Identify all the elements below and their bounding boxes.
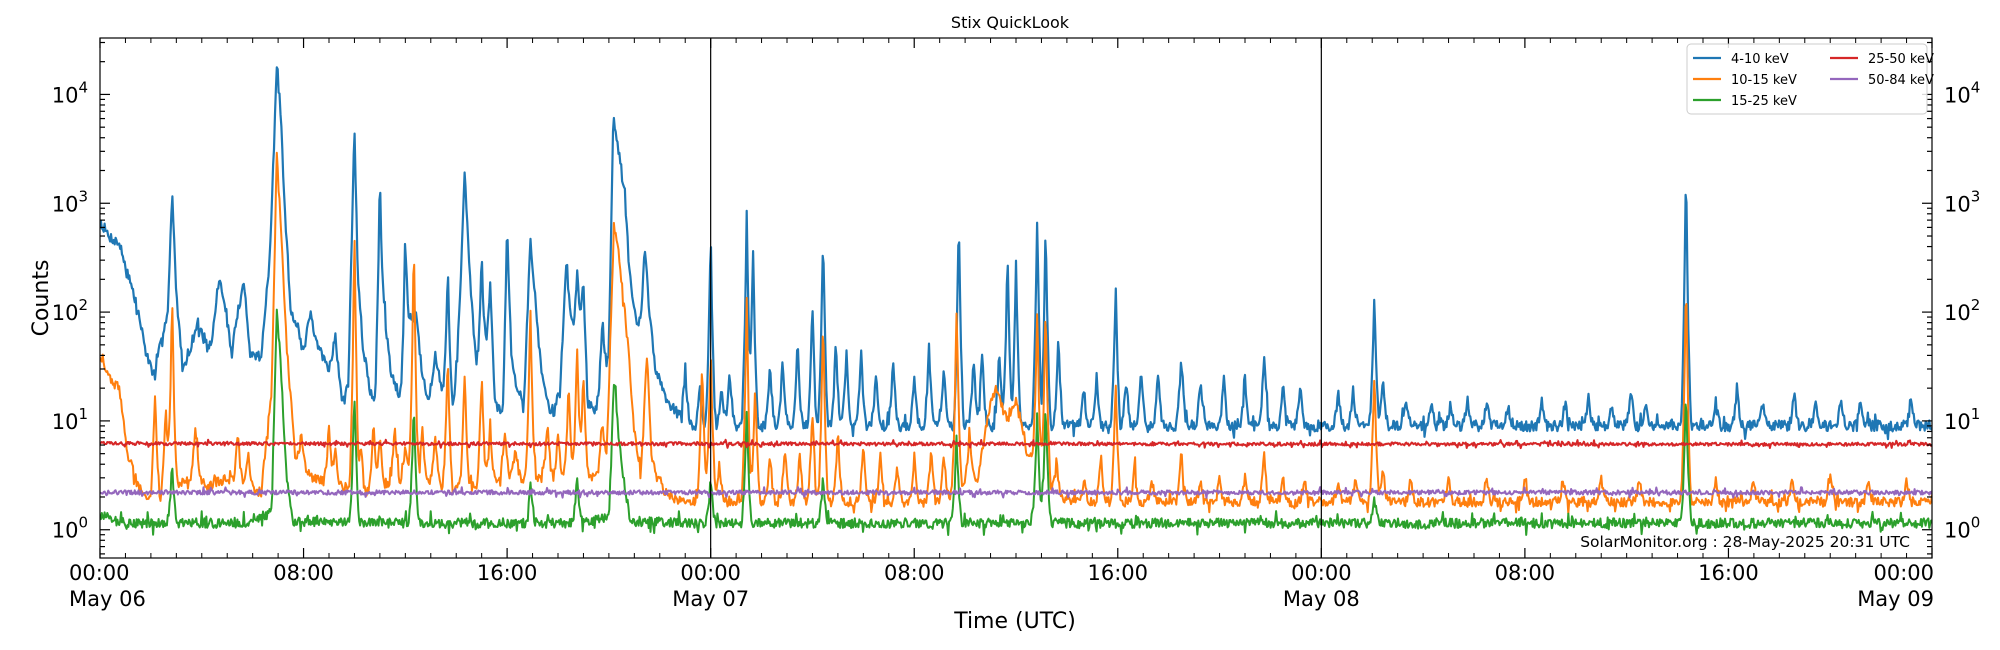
legend-entry-label: 15-25 keV: [1731, 94, 1797, 109]
legend-entry-label: 25-50 keV: [1868, 52, 1934, 67]
series-line-25-50-kev: [100, 438, 1932, 450]
chart-title: Stix QuickLook: [951, 13, 1070, 32]
legend: 4-10 keV 10-15 keV 15-25 keV 25-50 keV 50-84…: [1686, 43, 1934, 115]
series-line-15-25-kev: [100, 308, 1932, 536]
y-tick-label: 104: [52, 78, 88, 107]
y-tick-labels: 100 100 101 101 102 102 103 103 104 104: [52, 78, 1981, 542]
y-tick-label-right: 103: [1944, 187, 1980, 216]
x-tick-label: 00:00 May 07: [672, 561, 749, 611]
y-tick-label: 101: [52, 405, 88, 434]
y-tick-label: 102: [52, 296, 88, 325]
x-tick-label: 00:00 May 08: [1283, 561, 1360, 611]
y-tick-label-right: 102: [1944, 296, 1980, 325]
y-tick-label: 100: [52, 514, 88, 543]
series-line-10-15-kev: [100, 151, 1932, 515]
y-tick-label-right: 104: [1944, 78, 1980, 107]
axis-ticks: [99, 38, 1933, 558]
legend-entry-label: 50-84 keV: [1868, 73, 1934, 88]
day-separators: [710, 38, 1322, 558]
x-tick-label: 08:00: [884, 561, 945, 585]
x-tick-label: 16:00: [477, 561, 538, 585]
y-tick-label-right: 101: [1944, 405, 1980, 434]
y-tick-label: 103: [52, 187, 88, 216]
x-tick-label: 00:00 May 09: [1857, 561, 1934, 611]
legend-entry-label: 4-10 keV: [1731, 52, 1789, 67]
series-line-4-10-kev: [100, 66, 1932, 441]
y-axis-label: Counts: [29, 260, 54, 337]
x-tick-label: 00:00 May 06: [69, 561, 146, 611]
x-tick-label: 16:00: [1088, 561, 1149, 585]
x-tick-label: 08:00: [273, 561, 334, 585]
legend-box: [1686, 43, 1928, 115]
x-axis-label: Time (UTC): [953, 609, 1076, 634]
legend-entry-label: 10-15 keV: [1731, 73, 1797, 88]
y-tick-label-right: 100: [1944, 514, 1980, 543]
x-tick-labels: 00:00 May 06 08:00 16:00 00:00 May 07 08:00 16:…: [69, 561, 1934, 611]
x-tick-label: 08:00: [1495, 561, 1556, 585]
series-line-50-84-kev: [100, 486, 1932, 499]
credit-annotation: SolarMonitor.org : 28-May-2025 20:31 UTC: [1580, 533, 1910, 551]
x-tick-label: 16:00: [1698, 561, 1759, 585]
series-layer: [100, 66, 1932, 536]
